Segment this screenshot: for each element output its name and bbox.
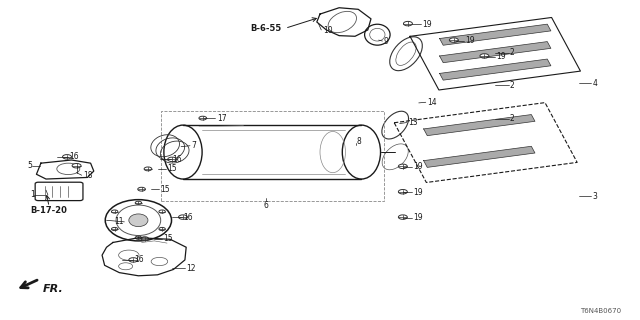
Text: 19: 19 (496, 52, 506, 61)
Text: 5: 5 (27, 161, 32, 170)
Ellipse shape (168, 157, 177, 162)
Text: 19: 19 (413, 163, 422, 172)
Text: 2: 2 (510, 114, 515, 123)
Text: 13: 13 (408, 118, 417, 127)
Ellipse shape (480, 54, 489, 58)
Text: 1: 1 (30, 190, 35, 199)
Ellipse shape (403, 21, 412, 26)
Text: 14: 14 (427, 98, 436, 107)
Ellipse shape (144, 167, 152, 171)
Text: 16: 16 (134, 255, 144, 264)
Text: 16: 16 (184, 212, 193, 222)
Text: 7: 7 (191, 140, 196, 149)
Ellipse shape (111, 228, 118, 231)
Ellipse shape (398, 215, 407, 219)
Text: 8: 8 (357, 137, 362, 146)
Polygon shape (424, 115, 535, 136)
Text: 18: 18 (83, 171, 92, 180)
Text: 4: 4 (593, 79, 598, 88)
Text: 16: 16 (172, 155, 182, 164)
Polygon shape (424, 146, 535, 167)
Polygon shape (440, 24, 551, 45)
Text: 3: 3 (593, 192, 598, 201)
Ellipse shape (129, 258, 138, 262)
Text: 2: 2 (510, 81, 515, 90)
Text: 19: 19 (413, 188, 422, 197)
Text: 11: 11 (114, 217, 124, 226)
Ellipse shape (199, 116, 207, 120)
FancyBboxPatch shape (35, 182, 83, 201)
Text: 15: 15 (163, 234, 173, 243)
Polygon shape (440, 42, 551, 63)
Text: 9: 9 (384, 37, 388, 46)
Text: T6N4B0670: T6N4B0670 (580, 308, 621, 314)
Ellipse shape (72, 164, 81, 168)
Text: 12: 12 (186, 264, 196, 273)
Text: B-17-20: B-17-20 (31, 206, 68, 215)
Text: B-6-55: B-6-55 (250, 24, 282, 33)
Text: 19: 19 (422, 20, 431, 29)
Ellipse shape (159, 228, 165, 231)
Text: 6: 6 (264, 202, 268, 211)
Text: 19: 19 (465, 36, 475, 45)
Ellipse shape (159, 210, 165, 213)
Ellipse shape (135, 201, 141, 204)
Polygon shape (440, 59, 551, 80)
Text: 10: 10 (323, 26, 333, 35)
Text: 15: 15 (167, 164, 177, 173)
Bar (161, 111, 384, 201)
Ellipse shape (141, 237, 148, 241)
Ellipse shape (398, 189, 407, 194)
Text: 15: 15 (161, 185, 170, 194)
Text: FR.: FR. (43, 284, 63, 294)
Ellipse shape (129, 214, 148, 227)
Text: 19: 19 (413, 213, 422, 222)
Ellipse shape (111, 210, 118, 213)
Ellipse shape (398, 164, 407, 169)
Ellipse shape (179, 215, 188, 219)
Text: 17: 17 (217, 114, 227, 123)
Text: 16: 16 (69, 152, 79, 161)
Ellipse shape (449, 38, 458, 42)
Text: 2: 2 (510, 48, 515, 57)
Ellipse shape (57, 163, 80, 175)
Ellipse shape (63, 155, 72, 159)
Ellipse shape (135, 236, 141, 239)
Ellipse shape (138, 187, 145, 191)
